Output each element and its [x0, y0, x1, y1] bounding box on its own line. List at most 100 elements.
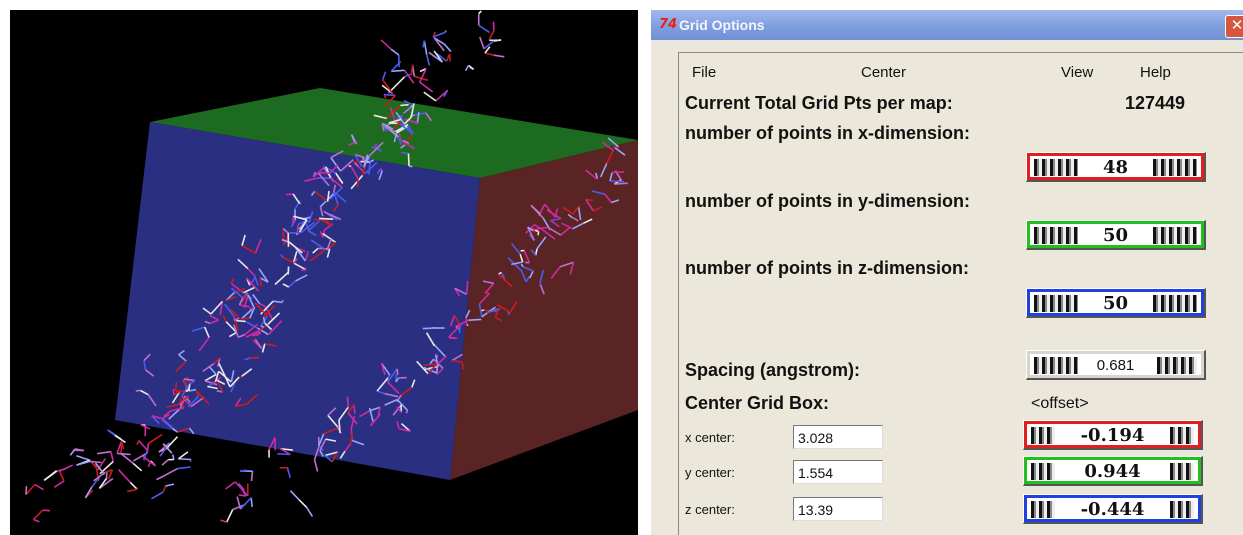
- molecule-bond: [225, 295, 237, 302]
- molecule-bond: [384, 93, 396, 97]
- molecule-bond: [507, 310, 510, 315]
- molecule-bond: [585, 169, 598, 180]
- grid-options-window: 74 Grid Options ✕ File Center View Help …: [651, 10, 1243, 535]
- molecule-bond: [225, 509, 234, 523]
- molecule-bond: [348, 164, 351, 168]
- molecule-bond: [138, 439, 148, 451]
- menu-help[interactable]: Help: [1140, 64, 1171, 81]
- molecule-bond: [224, 303, 235, 318]
- x-points-dial[interactable]: 48: [1026, 152, 1206, 182]
- molecule-bond: [188, 427, 195, 435]
- molecule-bond: [400, 103, 409, 107]
- molecule-bond: [252, 293, 261, 305]
- molecule-bond: [423, 40, 428, 55]
- total-grid-points-label: Current Total Grid Pts per map:: [685, 93, 953, 113]
- molecule-bond: [257, 331, 262, 336]
- viewer-canvas[interactable]: [10, 10, 638, 535]
- molecule-bond: [496, 304, 509, 312]
- molecule-bond: [213, 357, 221, 365]
- y-points-dial[interactable]: 50: [1026, 220, 1206, 250]
- molecule-bond: [484, 46, 491, 54]
- molecule-bond: [508, 300, 518, 316]
- molecule-bond: [354, 153, 363, 167]
- molecule-bond: [364, 162, 378, 175]
- molecule-bond: [207, 385, 218, 390]
- molecule-bond: [318, 217, 333, 227]
- y-center-input[interactable]: 1.554: [793, 460, 883, 484]
- molecule-bond: [292, 193, 301, 204]
- molecule-bond: [229, 308, 240, 319]
- molecule-bond: [202, 307, 212, 315]
- molecule-bond: [324, 454, 333, 463]
- molecule-bond: [241, 244, 256, 254]
- molecule-bond: [427, 363, 438, 375]
- molecule-bond: [76, 460, 91, 466]
- molecule-bond: [380, 39, 392, 50]
- x-center-input[interactable]: 3.028: [793, 425, 883, 449]
- z-offset-value: -0.444: [1080, 499, 1145, 520]
- x-center-label: x center:: [685, 430, 735, 445]
- molecule-bond: [177, 427, 190, 433]
- molecule-bond: [402, 107, 411, 114]
- z-offset-dial[interactable]: -0.444: [1023, 494, 1203, 524]
- molecule-bond: [411, 379, 416, 388]
- spacing-dial[interactable]: 0.681: [1026, 350, 1206, 380]
- y-offset-dial[interactable]: 0.944: [1023, 456, 1203, 486]
- molecule-bond: [313, 218, 320, 222]
- grid-box-side-face: [450, 140, 638, 480]
- molecule-bond: [525, 275, 531, 283]
- spacing-value: 0.681: [1096, 357, 1135, 374]
- menu-view[interactable]: View: [1061, 64, 1094, 81]
- molecule-bond: [423, 91, 437, 102]
- z-points-dial[interactable]: 50: [1026, 288, 1206, 318]
- molecule-bond: [147, 394, 157, 407]
- molecule-bond: [495, 316, 503, 322]
- molecule-bond: [537, 231, 540, 236]
- x-offset-dial[interactable]: -0.194: [1023, 420, 1203, 450]
- menu-file[interactable]: File: [692, 64, 717, 81]
- molecule-bond: [484, 282, 495, 294]
- molecule-bond: [407, 153, 410, 167]
- molecule-bond: [286, 193, 294, 196]
- molecule-bond: [268, 437, 276, 451]
- molecule-bond: [358, 410, 370, 418]
- molecule-bond: [259, 277, 263, 287]
- molecule-bond: [250, 497, 253, 507]
- molecule-bond: [478, 292, 490, 305]
- molecule-bond: [164, 467, 178, 477]
- z-center-input[interactable]: 13.39: [793, 497, 883, 521]
- molecule-bond: [196, 390, 210, 405]
- molecule-bond: [76, 455, 91, 461]
- close-button[interactable]: ✕: [1225, 15, 1243, 38]
- molecule-bond: [237, 333, 246, 339]
- molecule-bond: [465, 317, 468, 326]
- molecule-bond: [96, 450, 112, 455]
- title-bar[interactable]: 74 Grid Options ✕: [651, 10, 1243, 40]
- molecule-bond: [178, 349, 185, 356]
- molecule-bond: [380, 362, 386, 376]
- molecule-viewer[interactable]: [10, 10, 638, 535]
- molecule-bond: [614, 182, 628, 185]
- molecule-bond: [198, 337, 210, 352]
- molecule-bond: [323, 427, 338, 435]
- molecule-bond: [114, 434, 126, 444]
- menu-center[interactable]: Center: [861, 64, 907, 81]
- molecule-bond: [292, 216, 295, 224]
- molecule-bond: [609, 180, 624, 183]
- molecule-bond: [89, 460, 102, 464]
- molecule-bond: [288, 241, 303, 254]
- molecule-bond: [468, 318, 482, 321]
- grid-box-front-face: [115, 122, 480, 480]
- molecule-bond: [613, 146, 626, 156]
- molecule-bond: [173, 391, 181, 396]
- molecule-bond: [286, 467, 289, 470]
- molecule-bond: [249, 306, 255, 310]
- molecule-bond: [391, 69, 405, 73]
- molecule-bond: [281, 299, 284, 303]
- molecule-bond: [178, 451, 189, 460]
- molecule-bond: [519, 254, 524, 263]
- molecule-bond: [91, 476, 101, 488]
- molecule-bond: [379, 168, 383, 172]
- molecule-bond: [401, 122, 415, 134]
- molecule-bond: [419, 81, 434, 93]
